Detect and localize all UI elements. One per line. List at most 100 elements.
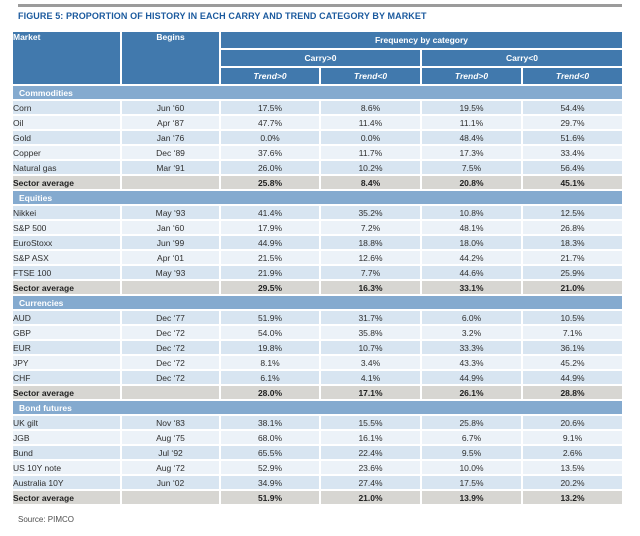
average-value-cell: 21.0% — [319, 489, 422, 506]
table-row: US 10Y note Aug ‘72 52.9% 23.6% 10.0% 13.5% — [11, 459, 624, 476]
value-cell: 56.4% — [521, 159, 624, 176]
column-header-trend-positive-carry-negative: Trend>0 — [420, 66, 523, 86]
column-header-trend-positive-carry-positive: Trend>0 — [219, 66, 321, 86]
average-value-cell: 13.9% — [420, 489, 523, 506]
value-cell: 19.5% — [420, 99, 523, 116]
table-row: FTSE 100 May ‘93 21.9% 7.7% 44.6% 25.9% — [11, 264, 624, 281]
carry-trend-frequency-table: Market Begins Frequency by category Carr… — [11, 30, 624, 506]
market-cell: GBP — [11, 324, 122, 341]
column-header-begins: Begins — [120, 30, 221, 86]
value-cell: 11.7% — [319, 144, 422, 161]
value-cell: 17.3% — [420, 144, 523, 161]
value-cell: 31.7% — [319, 309, 422, 326]
value-cell: 44.6% — [420, 264, 523, 281]
value-cell: 41.4% — [219, 204, 321, 221]
market-cell: Oil — [11, 114, 122, 131]
value-cell: 11.4% — [319, 114, 422, 131]
value-cell: 19.8% — [219, 339, 321, 356]
value-cell: 37.6% — [219, 144, 321, 161]
figure-title: FIGURE 5: PROPORTION OF HISTORY IN EACH … — [18, 11, 427, 21]
sector-average-row: Sector average 25.8% 8.4% 20.8% 45.1% — [11, 174, 624, 191]
value-cell: 17.5% — [420, 474, 523, 491]
market-cell: AUD — [11, 309, 122, 326]
table-row: Oil Apr ‘87 47.7% 11.4% 11.1% 29.7% — [11, 114, 624, 131]
table-row: JPY Dec ‘72 8.1% 3.4% 43.3% 45.2% — [11, 354, 624, 371]
table-body: Commodities Corn Jun ‘60 17.5% 8.6% 19.5% 54.4… — [11, 84, 624, 506]
sector-average-row: Sector average 28.0% 17.1% 26.1% 28.8% — [11, 384, 624, 401]
begins-cell: Mar ‘91 — [120, 159, 221, 176]
average-value-cell: 26.1% — [420, 384, 523, 401]
value-cell: 20.2% — [521, 474, 624, 491]
begins-cell: May ‘93 — [120, 204, 221, 221]
begins-cell-empty — [120, 384, 221, 401]
header-row-1: Market Begins Frequency by category — [11, 30, 624, 86]
column-header-carry-negative: Carry<0 — [420, 48, 624, 68]
value-cell: 7.1% — [521, 324, 624, 341]
begins-cell: Apr ‘01 — [120, 249, 221, 266]
value-cell: 16.1% — [319, 429, 422, 446]
table-row: Corn Jun ‘60 17.5% 8.6% 19.5% 54.4% — [11, 99, 624, 116]
begins-cell: Dec ‘72 — [120, 339, 221, 356]
value-cell: 0.0% — [219, 129, 321, 146]
value-cell: 0.0% — [319, 129, 422, 146]
begins-cell: Dec ‘72 — [120, 369, 221, 386]
value-cell: 51.9% — [219, 309, 321, 326]
value-cell: 25.9% — [521, 264, 624, 281]
value-cell: 17.5% — [219, 99, 321, 116]
average-value-cell: 45.1% — [521, 174, 624, 191]
section-header-label: Commodities — [11, 84, 624, 101]
value-cell: 6.1% — [219, 369, 321, 386]
value-cell: 18.0% — [420, 234, 523, 251]
value-cell: 54.0% — [219, 324, 321, 341]
section-header-label: Bond futures — [11, 399, 624, 416]
market-cell: EuroStoxx — [11, 234, 122, 251]
table-row: Australia 10Y Jun ‘02 34.9% 27.4% 17.5% 20.2% — [11, 474, 624, 491]
value-cell: 18.8% — [319, 234, 422, 251]
value-cell: 44.9% — [420, 369, 523, 386]
value-cell: 3.2% — [420, 324, 523, 341]
value-cell: 18.3% — [521, 234, 624, 251]
sector-average-label: Sector average — [11, 279, 122, 296]
market-cell: EUR — [11, 339, 122, 356]
column-header-trend-negative-carry-negative: Trend<0 — [521, 66, 624, 86]
begins-cell: Dec ‘72 — [120, 324, 221, 341]
begins-cell: Nov ‘83 — [120, 414, 221, 431]
begins-cell: Aug ‘75 — [120, 429, 221, 446]
market-cell: Natural gas — [11, 159, 122, 176]
table-row: Nikkei May ‘93 41.4% 35.2% 10.8% 12.5% — [11, 204, 624, 221]
table-row: EuroStoxx Jun ‘99 44.9% 18.8% 18.0% 18.3% — [11, 234, 624, 251]
column-header-carry-positive: Carry>0 — [219, 48, 422, 68]
value-cell: 7.5% — [420, 159, 523, 176]
table-header: Market Begins Frequency by category Carr… — [11, 30, 624, 86]
value-cell: 47.7% — [219, 114, 321, 131]
average-value-cell: 13.2% — [521, 489, 624, 506]
section-header-row: Bond futures — [11, 399, 624, 416]
top-divider-rule — [18, 4, 622, 7]
begins-cell: Jun ‘60 — [120, 99, 221, 116]
value-cell: 6.0% — [420, 309, 523, 326]
value-cell: 7.7% — [319, 264, 422, 281]
table-row: Natural gas Mar ‘91 26.0% 10.2% 7.5% 56.4% — [11, 159, 624, 176]
value-cell: 10.2% — [319, 159, 422, 176]
begins-cell-empty — [120, 174, 221, 191]
value-cell: 8.1% — [219, 354, 321, 371]
begins-cell-empty — [120, 489, 221, 506]
value-cell: 15.5% — [319, 414, 422, 431]
begins-cell: Dec ‘89 — [120, 144, 221, 161]
value-cell: 36.1% — [521, 339, 624, 356]
average-value-cell: 51.9% — [219, 489, 321, 506]
market-cell: Gold — [11, 129, 122, 146]
section-header-label: Currencies — [11, 294, 624, 311]
average-value-cell: 16.3% — [319, 279, 422, 296]
value-cell: 12.5% — [521, 204, 624, 221]
table-row: UK gilt Nov ‘83 38.1% 15.5% 25.8% 20.6% — [11, 414, 624, 431]
value-cell: 44.9% — [521, 369, 624, 386]
section-header-label: Equities — [11, 189, 624, 206]
value-cell: 10.5% — [521, 309, 624, 326]
table-row: AUD Dec ‘77 51.9% 31.7% 6.0% 10.5% — [11, 309, 624, 326]
table-row: S&P 500 Jan ‘60 17.9% 7.2% 48.1% 26.8% — [11, 219, 624, 236]
value-cell: 8.6% — [319, 99, 422, 116]
sector-average-label: Sector average — [11, 489, 122, 506]
average-value-cell: 33.1% — [420, 279, 523, 296]
value-cell: 44.2% — [420, 249, 523, 266]
